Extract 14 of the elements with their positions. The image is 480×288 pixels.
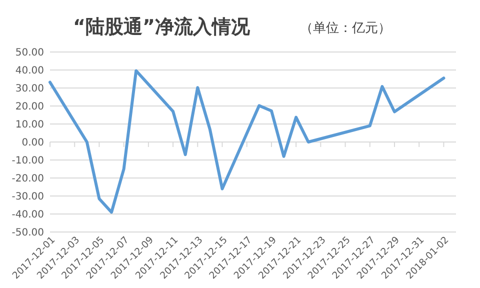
- y-tick-label: 10.00: [15, 120, 44, 130]
- y-tick-label: 20.00: [15, 102, 44, 112]
- y-tick-label: -20.00: [12, 174, 44, 184]
- chart-subtitle: （单位：亿元）: [300, 21, 391, 36]
- y-tick-label: -30.00: [12, 192, 44, 202]
- chart-title: “陆股通”净流入情况: [73, 16, 251, 38]
- y-tick-label: -10.00: [12, 156, 44, 166]
- line-series: [48, 69, 446, 214]
- y-tick-label: 50.00: [15, 48, 44, 58]
- y-tick-label: -50.00: [12, 228, 44, 238]
- y-tick-label: 0.00: [22, 138, 44, 148]
- y-tick-label: 40.00: [15, 66, 44, 76]
- y-tick-label: 30.00: [15, 84, 44, 94]
- y-tick-label: -40.00: [12, 210, 44, 220]
